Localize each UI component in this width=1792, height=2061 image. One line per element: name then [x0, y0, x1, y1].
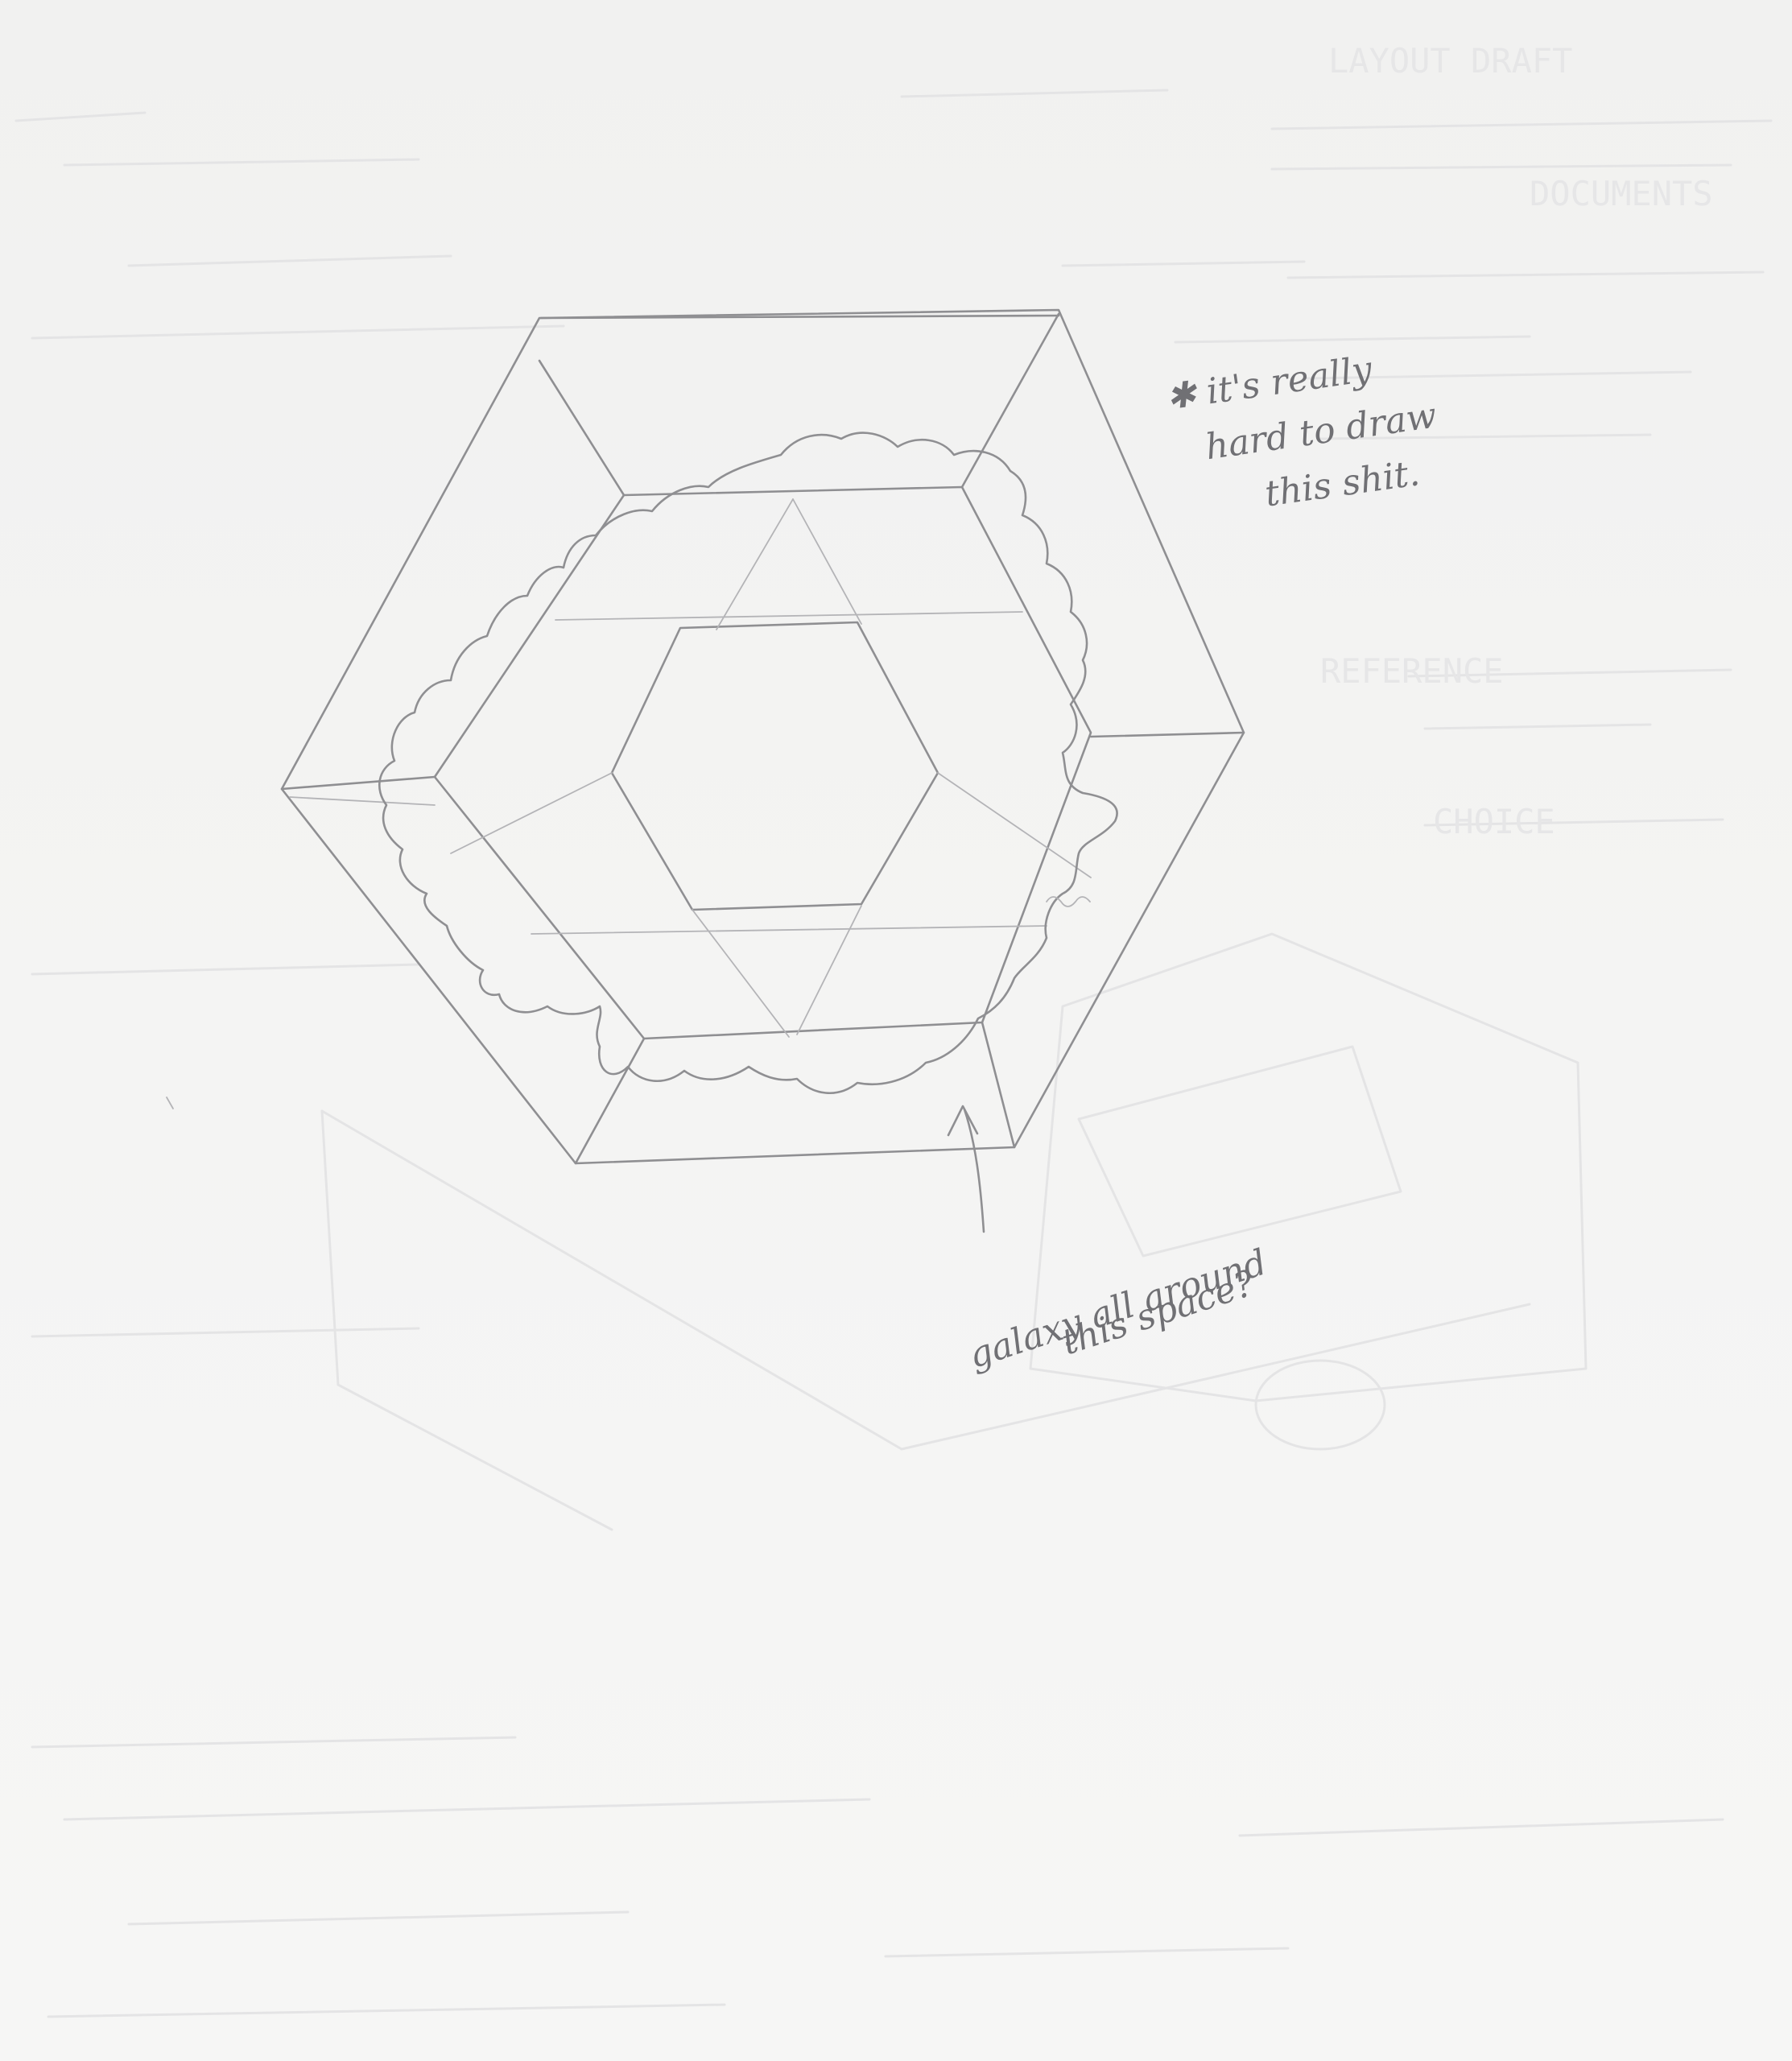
- construction-line: [937, 772, 1092, 878]
- hexagon-drawing: [280, 308, 1245, 1165]
- show-through-marks: LAYOUT DRAFT DOCUMENTS REFERENCE CHOICE: [14, 41, 1773, 2018]
- bevel-line: [960, 312, 1060, 489]
- construction-line: [692, 909, 790, 1038]
- note-top-line-3: this shit.: [1262, 452, 1422, 514]
- svg-text:REFERENCE: REFERENCE: [1320, 651, 1504, 691]
- construction-line: [716, 498, 794, 630]
- handwritten-note-top: ✱ it's really hard to draw this shit.: [1163, 349, 1439, 515]
- construction-line: [792, 498, 862, 625]
- construction-line: [450, 772, 613, 854]
- middle-hexagon: [433, 485, 1092, 1040]
- construction-line: [796, 905, 862, 1035]
- squiggle-mark: [1046, 896, 1091, 907]
- construction-line: [289, 796, 436, 806]
- handwritten-note-bottom: galaxy all around this space?: [964, 1241, 1271, 1377]
- stray-mark: [166, 1097, 174, 1109]
- top-edge-line: [539, 314, 1060, 320]
- bevel-line: [538, 359, 626, 497]
- svg-text:DOCUMENTS: DOCUMENTS: [1530, 174, 1713, 213]
- bevel-line: [280, 775, 436, 791]
- svg-text:CHOICE: CHOICE: [1433, 802, 1555, 841]
- bevel-line: [574, 1037, 646, 1165]
- construction-line: [555, 611, 1023, 621]
- svg-text:LAYOUT DRAFT: LAYOUT DRAFT: [1328, 41, 1572, 81]
- pointer-arrow: [947, 1105, 985, 1233]
- construction-line: [531, 925, 1047, 935]
- inner-hexagon: [610, 621, 939, 911]
- bevel-line: [981, 1021, 1016, 1149]
- galaxy-cloud-outline: [378, 432, 1118, 1094]
- bevel-line: [1089, 731, 1245, 738]
